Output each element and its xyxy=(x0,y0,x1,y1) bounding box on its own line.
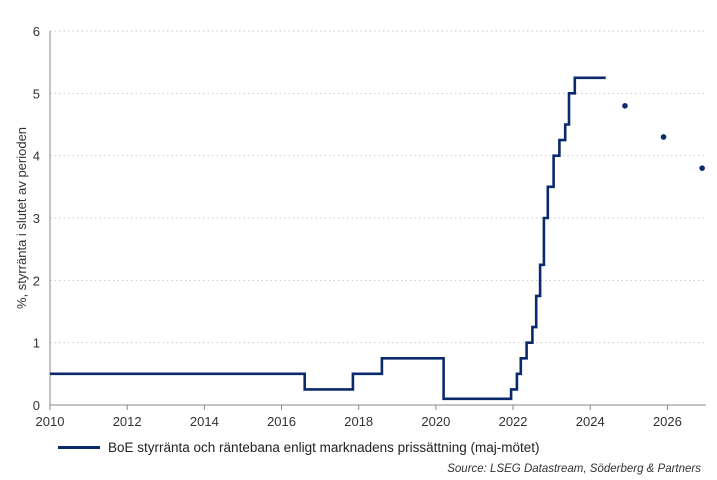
y-tick-label: 2 xyxy=(33,273,40,288)
source-note: Source: LSEG Datastream, Söderberg & Par… xyxy=(447,463,701,475)
x-tick-label: 2018 xyxy=(344,414,373,429)
forecast-point xyxy=(622,103,628,109)
x-tick-labels: 2010 2012 2014 2016 2018 2020 2022 2024 2026 xyxy=(36,414,682,429)
gridlines xyxy=(50,30,706,344)
series-layer xyxy=(50,76,705,401)
y-tick-label: 5 xyxy=(33,86,40,101)
x-tick-label: 2014 xyxy=(190,414,219,429)
forecast-point xyxy=(699,165,705,171)
x-tick-label: 2020 xyxy=(421,414,450,429)
legend: BoE styrränta och räntebana enligt markn… xyxy=(58,440,539,455)
x-tick-label: 2024 xyxy=(576,414,605,429)
x-tick-label: 2022 xyxy=(499,414,528,429)
forecast-point xyxy=(660,134,667,140)
y-tick-label: 0 xyxy=(33,398,40,413)
x-tick-label: 2016 xyxy=(267,414,296,429)
y-tick-label: 3 xyxy=(33,211,40,226)
y-axis-title: %, styrränta i slutet av perioden xyxy=(14,127,29,309)
x-tick-label: 2012 xyxy=(113,414,142,429)
y-tick-label: 1 xyxy=(33,336,40,351)
y-tick-label: 6 xyxy=(33,24,40,39)
y-tick-labels: 0 1 2 3 4 5 6 xyxy=(33,24,40,413)
x-tick-label: 2010 xyxy=(36,414,65,429)
chart: 0 1 2 3 4 5 6 2010 2012 2014 2016 2018 2020 2022 2024… xyxy=(14,24,706,429)
y-tick-label: 4 xyxy=(33,149,40,164)
series-line-boe-rate xyxy=(50,76,606,401)
x-tick-label: 2026 xyxy=(653,414,682,429)
legend-label: BoE styrränta och räntebana enligt markn… xyxy=(108,440,540,455)
legend-line-swatch xyxy=(58,446,100,449)
axes xyxy=(49,31,706,410)
